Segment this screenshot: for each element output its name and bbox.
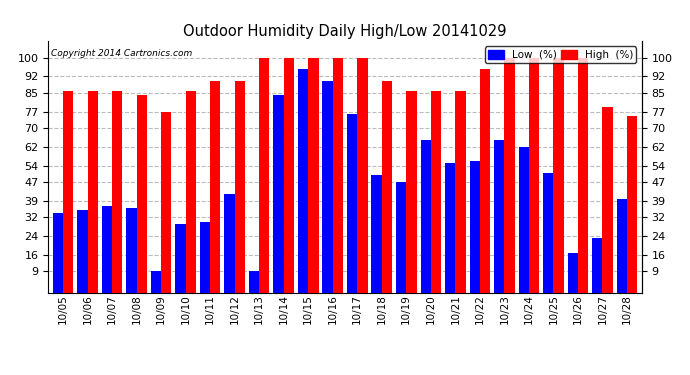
Bar: [224, 194, 235, 292]
Bar: [431, 90, 441, 292]
Bar: [504, 58, 515, 292]
Bar: [578, 58, 589, 292]
Bar: [284, 58, 294, 292]
Bar: [101, 206, 112, 292]
Bar: [347, 114, 357, 292]
Bar: [382, 81, 392, 292]
Bar: [298, 69, 308, 292]
Bar: [112, 90, 122, 292]
Bar: [235, 81, 245, 292]
Bar: [249, 272, 259, 292]
Bar: [357, 58, 368, 292]
Bar: [259, 58, 270, 292]
Bar: [308, 58, 319, 292]
Bar: [553, 58, 564, 292]
Bar: [406, 90, 417, 292]
Bar: [445, 164, 455, 292]
Bar: [519, 147, 529, 292]
Bar: [273, 95, 284, 292]
Bar: [617, 199, 627, 292]
Bar: [175, 224, 186, 292]
Bar: [602, 107, 613, 292]
Bar: [455, 90, 466, 292]
Bar: [494, 140, 504, 292]
Bar: [480, 69, 490, 292]
Bar: [470, 161, 480, 292]
Bar: [161, 112, 171, 292]
Bar: [568, 253, 578, 292]
Bar: [210, 81, 220, 292]
Bar: [322, 81, 333, 292]
Bar: [186, 90, 196, 292]
Bar: [592, 238, 602, 292]
Title: Outdoor Humidity Daily High/Low 20141029: Outdoor Humidity Daily High/Low 20141029: [184, 24, 506, 39]
Bar: [126, 208, 137, 292]
Text: Copyright 2014 Cartronics.com: Copyright 2014 Cartronics.com: [51, 49, 193, 58]
Bar: [77, 210, 88, 292]
Bar: [333, 58, 343, 292]
Bar: [137, 95, 147, 292]
Bar: [63, 90, 73, 292]
Bar: [420, 140, 431, 292]
Bar: [88, 90, 98, 292]
Bar: [627, 116, 638, 292]
Bar: [529, 58, 539, 292]
Bar: [52, 213, 63, 292]
Bar: [200, 222, 210, 292]
Bar: [151, 272, 161, 292]
Legend: Low  (%), High  (%): Low (%), High (%): [485, 46, 636, 63]
Bar: [543, 173, 553, 292]
Bar: [371, 175, 382, 292]
Bar: [396, 182, 406, 292]
